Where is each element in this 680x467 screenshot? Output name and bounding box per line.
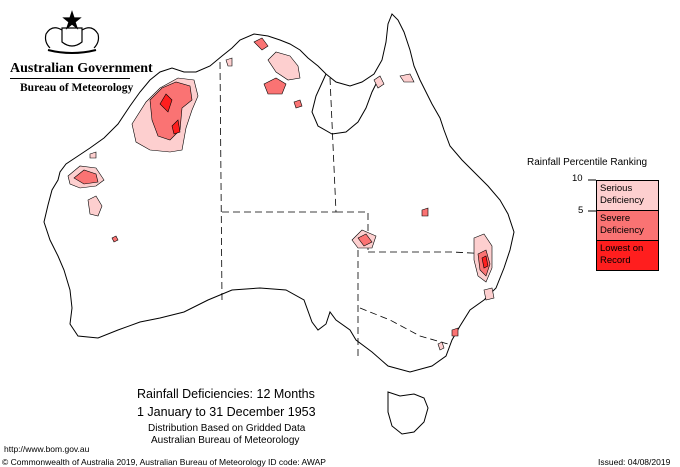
region-nt-small — [225, 57, 233, 67]
legend-tick-lower: 5 — [578, 205, 584, 216]
legend-tick-upper: 10 — [572, 173, 583, 184]
map-title: Rainfall Deficiencies: 12 Months — [137, 387, 315, 401]
copyright-notice: © Commonwealth of Australia 2019, Austra… — [2, 457, 266, 467]
region-nt-dot — [293, 99, 303, 109]
website-url[interactable]: http://www.bom.gov.au — [4, 444, 90, 454]
border-wa — [219, 61, 223, 301]
region-arnhem-serious — [267, 51, 301, 81]
legend-title: Rainfall Percentile Ranking — [527, 157, 648, 168]
region-corner-severe — [357, 233, 373, 247]
header-divider — [10, 78, 130, 79]
id-code: ID code: AWAP — [268, 457, 326, 467]
region-qld-dot — [421, 207, 429, 217]
region-seqld-record — [481, 255, 489, 269]
gulf-coast — [311, 73, 379, 135]
region-pilbara-severe — [73, 169, 99, 185]
legend-swatch-severe — [596, 210, 659, 241]
legend-label-serious: Serious Deficiency — [600, 183, 644, 206]
government-title: Australian Government — [10, 61, 153, 76]
state-borders — [219, 61, 491, 356]
region-pilbara-small — [87, 195, 103, 217]
region-kimberley-severe — [149, 81, 193, 141]
agency-title: Bureau of Meteorology — [20, 82, 134, 94]
border-qld-nsw — [368, 251, 491, 255]
legend-swatch-serious — [596, 180, 659, 211]
region-kimberley-record — [159, 93, 173, 113]
region-wa-dot — [111, 235, 119, 243]
legend-swatch-record — [596, 240, 659, 271]
legend-ticks — [588, 179, 596, 212]
region-wa-top-dot — [89, 151, 97, 159]
region-capeyork-serious-2 — [399, 73, 415, 83]
map-period: 1 January to 31 December 1953 — [137, 405, 316, 419]
mainland-outline — [43, 13, 515, 373]
region-nsw-dot — [451, 327, 459, 337]
border-nsw-vic — [359, 307, 449, 345]
tasmania-outline — [387, 391, 429, 435]
legend-label-record: Lowest on Record — [600, 243, 644, 266]
region-capeyork-serious — [373, 75, 385, 89]
region-arnhem-severe — [263, 77, 287, 95]
deficiency-regions — [67, 37, 495, 351]
issued-date: Issued: 04/08/2019 — [598, 457, 671, 467]
border-nt-qld — [329, 77, 337, 213]
map-method-note: Distribution Based on Gridded Data — [148, 423, 306, 434]
region-vic-small — [437, 341, 445, 351]
region-nsw-small — [483, 287, 495, 301]
region-darwin-severe — [253, 37, 269, 51]
map-source-note: Australian Bureau of Meteorology — [151, 435, 300, 446]
legend-label-severe: Severe Deficiency — [600, 213, 644, 236]
region-kimberley-record-2 — [171, 119, 181, 135]
coat-of-arms-emblem — [44, 10, 100, 54]
